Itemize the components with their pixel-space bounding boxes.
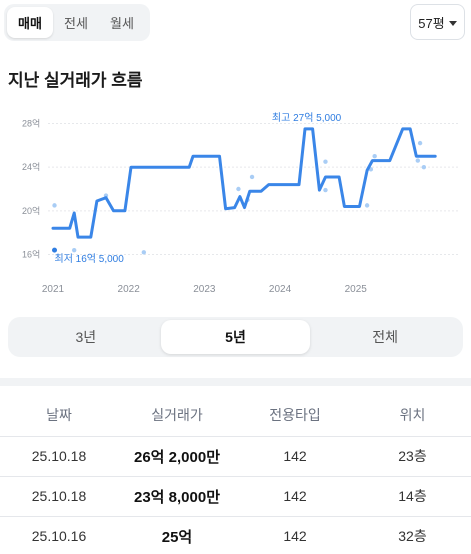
data-point [249, 174, 255, 180]
tab-jeonse[interactable]: 전세 [64, 16, 88, 31]
data-point [372, 154, 377, 159]
cell-area-type: 142 [236, 476, 354, 517]
data-point [323, 159, 328, 164]
cell-price: 25억 [118, 516, 236, 554]
y-tick-label: 20억 [22, 205, 40, 216]
section-title: 지난 실거래가 흐름 [8, 71, 143, 90]
cell-floor: 32층 [354, 516, 471, 554]
header-area-type: 전용타입 [236, 394, 354, 437]
header-date: 날짜 [0, 394, 118, 437]
size-select[interactable]: 57평 [410, 4, 465, 40]
table-row[interactable]: 25.10.18 26억 2,000만 142 23층 [0, 436, 471, 477]
table-header-row: 날짜 실거래가 전용타입 위치 [0, 394, 471, 437]
x-tick-label: 2023 [193, 284, 216, 295]
cell-date: 25.10.18 [0, 436, 118, 477]
cell-date: 25.10.18 [0, 476, 118, 517]
x-tick-label: 2021 [42, 284, 65, 295]
price-line [51, 127, 437, 239]
data-point [236, 186, 241, 192]
data-point [323, 187, 328, 193]
min-point [52, 247, 58, 253]
min-price-label: 최저 16억 5,000 [55, 253, 125, 265]
data-point [52, 203, 57, 208]
data-point [415, 158, 421, 163]
tab-range-3y[interactable]: 3년 [75, 329, 97, 345]
transaction-table: 날짜 실거래가 전용타입 위치 25.10.18 26억 2,000만 142 … [0, 394, 471, 554]
table-row[interactable]: 25.10.18 23억 8,000만 142 14층 [0, 476, 471, 517]
tab-sale[interactable]: 매매 [7, 7, 53, 38]
x-tick-label: 2025 [345, 284, 368, 295]
price-history-chart: 16억 20억 24억 28억 2021 2022 2023 2024 2025 최저 16억 5… [22, 112, 460, 295]
y-tick-label: 28억 [22, 117, 40, 128]
cell-floor: 14층 [354, 476, 471, 517]
y-tick-label: 24억 [22, 161, 40, 172]
cell-floor: 23층 [354, 436, 471, 477]
deal-type-tabs: 매매 전세 월세 [4, 4, 150, 41]
header-price: 실거래가 [118, 394, 236, 437]
x-tick-label: 2022 [118, 284, 141, 295]
max-price-label: 최고 27억 5,000 [272, 112, 342, 124]
data-point [417, 140, 423, 146]
range-tabs: 3년 5년 전체 [8, 317, 463, 357]
x-tick-label: 2024 [269, 284, 292, 295]
size-select-value: 57평 [418, 15, 445, 31]
data-point [141, 250, 147, 255]
section-divider [0, 378, 471, 386]
caret-down-icon [448, 20, 457, 26]
cell-area-type: 142 [236, 436, 354, 477]
header-floor: 위치 [354, 394, 471, 437]
tab-range-all[interactable]: 전체 [372, 329, 399, 345]
data-point [421, 164, 427, 170]
cell-price: 26억 2,000만 [118, 436, 236, 477]
cell-price: 23억 8,000만 [118, 476, 236, 517]
cell-area-type: 142 [236, 516, 354, 554]
data-point [71, 247, 77, 253]
tab-range-5y[interactable]: 5년 [160, 320, 311, 354]
data-point [364, 203, 370, 208]
y-tick-label: 16억 [22, 249, 40, 260]
table-row[interactable]: 25.10.16 25억 142 32층 [0, 516, 471, 554]
cell-date: 25.10.16 [0, 516, 118, 554]
tab-monthly-rent[interactable]: 월세 [110, 16, 134, 31]
